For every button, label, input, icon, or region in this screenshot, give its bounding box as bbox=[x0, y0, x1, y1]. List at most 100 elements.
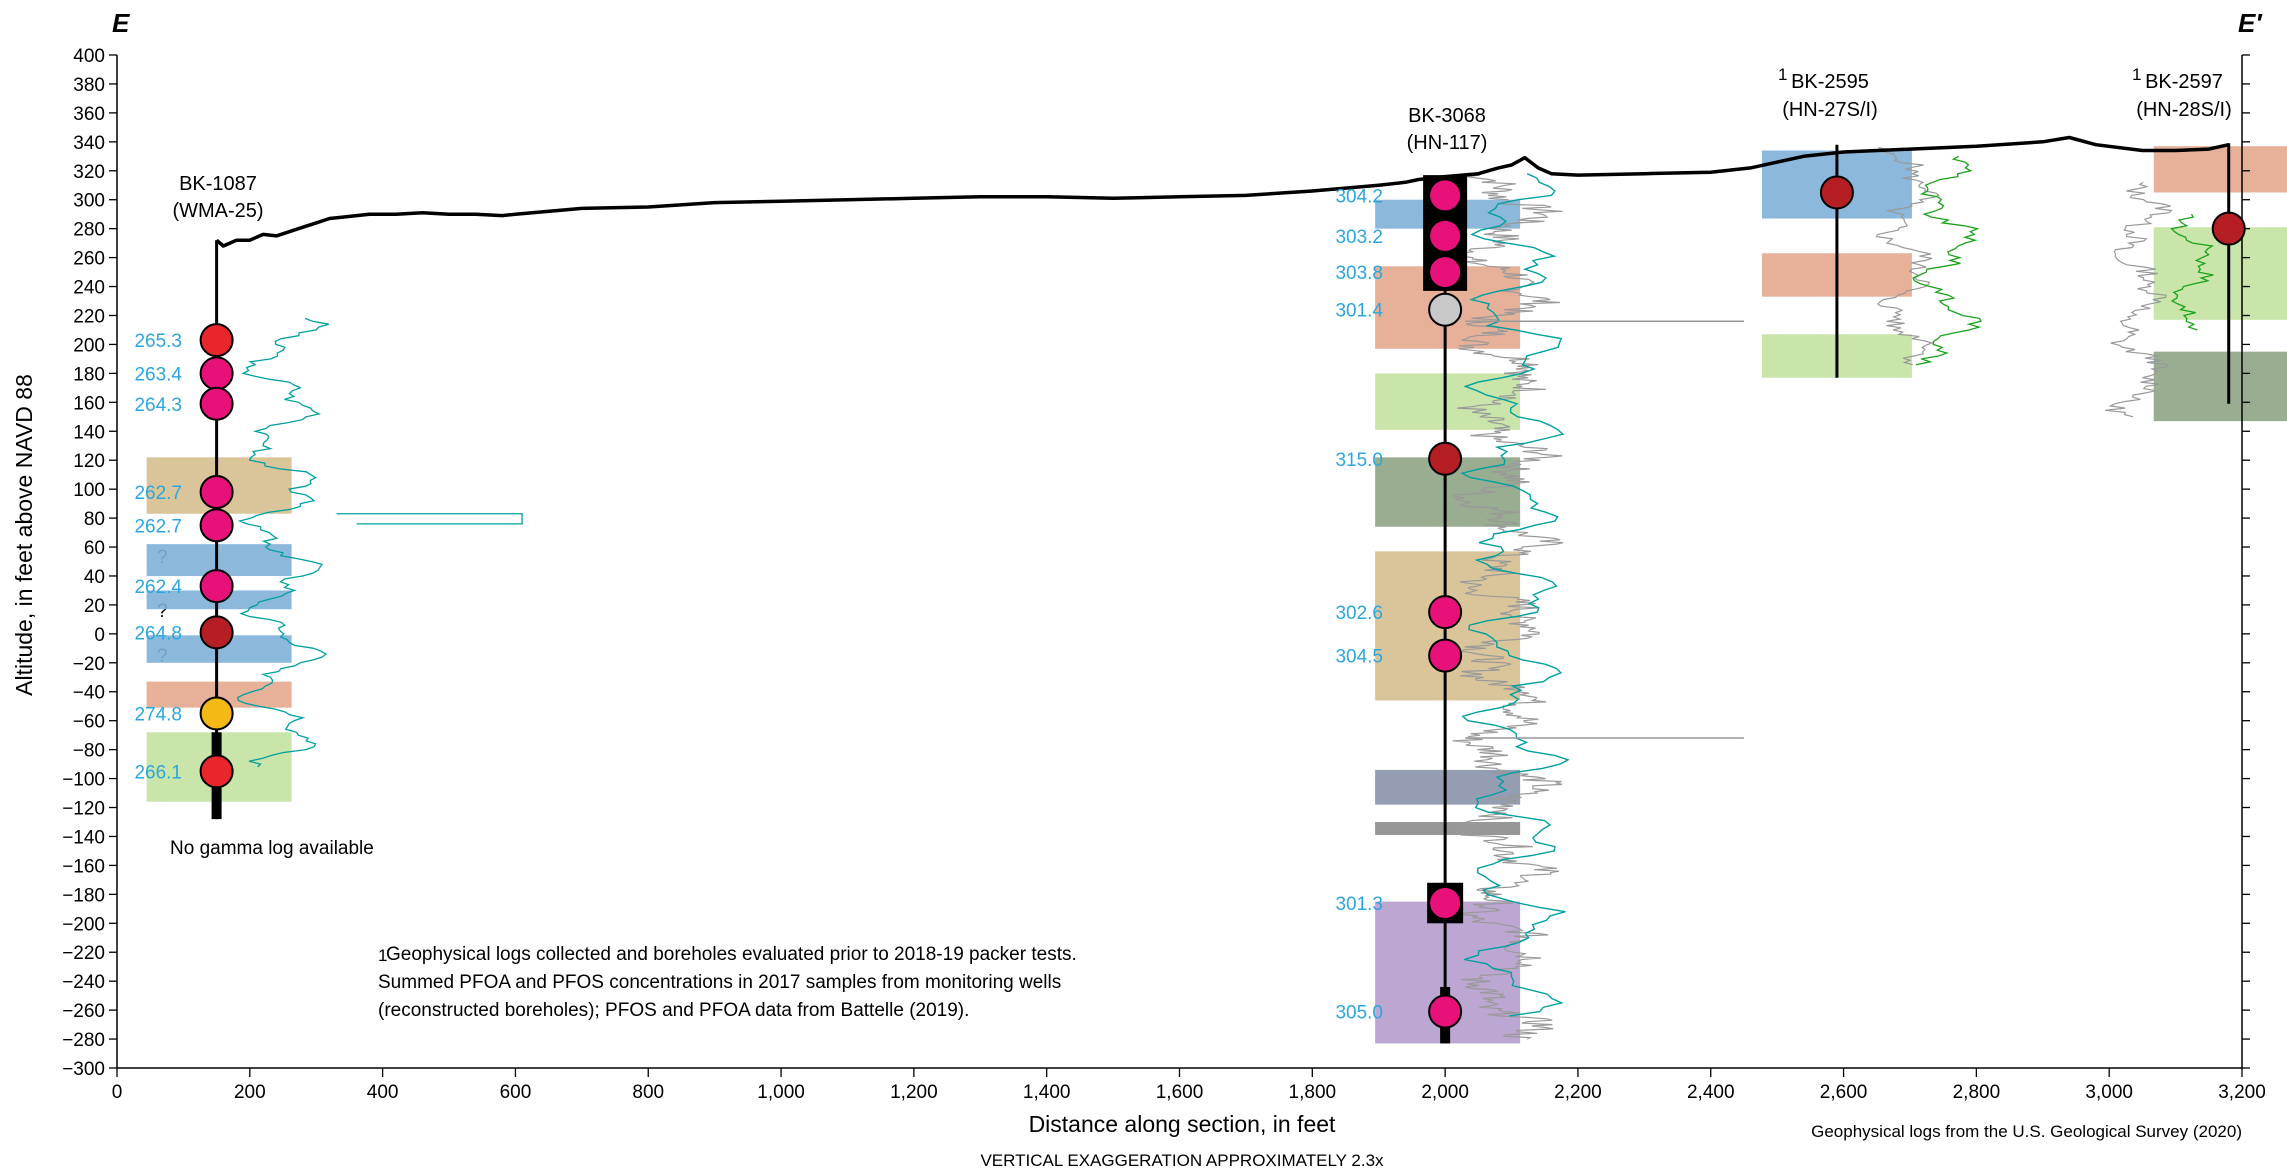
y-tick-label: 0 bbox=[94, 625, 105, 646]
concentration-label: 274.8 bbox=[134, 704, 182, 725]
x-tick-label: 600 bbox=[500, 1082, 532, 1103]
x-tick-label: 800 bbox=[632, 1082, 664, 1103]
borehole-name: BK-1087 bbox=[179, 173, 257, 195]
borehole-bk2597: 1 BK-2597 (HN-28S/I) bbox=[2132, 65, 2246, 404]
y-tick-label: 400 bbox=[73, 46, 105, 67]
concentration-label: 266.1 bbox=[134, 762, 182, 783]
concentration-label: 302.6 bbox=[1335, 603, 1383, 624]
boreholes-layer: BK-1087 (WMA-25) 265.3 263.4 264.3 262.7 262.7… bbox=[134, 65, 2246, 1044]
y-tick-label: −60 bbox=[73, 712, 105, 733]
x-tick-label: 1,400 bbox=[1023, 1082, 1071, 1103]
gray-log-bk2595 bbox=[1875, 147, 1941, 366]
sample-point bbox=[1428, 441, 1463, 476]
concentration-label: 264.8 bbox=[134, 623, 182, 644]
concentration-label: 262.7 bbox=[134, 516, 182, 537]
borehole-bk2595: 1 BK-2595 (HN-27S/I) bbox=[1778, 65, 1878, 378]
y-tick-label: 140 bbox=[73, 422, 105, 443]
y-tick-label: 40 bbox=[84, 567, 105, 588]
land-surface-line bbox=[215, 135, 2230, 248]
y-tick-label: 260 bbox=[73, 249, 105, 270]
x-tick-label: 2,600 bbox=[1820, 1082, 1868, 1103]
borehole-bk1087: BK-1087 (WMA-25) 265.3 263.4 264.3 262.7 262.7… bbox=[134, 173, 264, 820]
sample-point bbox=[2211, 211, 2246, 246]
x-tick-label: 200 bbox=[234, 1082, 266, 1103]
x-tick-label: 2,200 bbox=[1554, 1082, 1602, 1103]
y-tick-label: 320 bbox=[73, 162, 105, 183]
concentration-label: 303.8 bbox=[1335, 263, 1383, 284]
y-tick-label: −160 bbox=[62, 856, 105, 877]
concentration-label: 301.4 bbox=[1335, 301, 1383, 322]
y-tick-label: 180 bbox=[73, 364, 105, 385]
sample-point bbox=[199, 615, 234, 650]
footnote-line-2: Summed PFOA and PFOS concentrations in 2… bbox=[378, 972, 1061, 993]
borehole-bk3068: BK-3068 (HN-117) 304.2 303.2 303.8 301.4 315.0… bbox=[1335, 105, 1488, 1044]
y-tick-label: −40 bbox=[73, 683, 105, 704]
y-tick-label: −140 bbox=[62, 827, 105, 848]
y-tick-label: −240 bbox=[62, 972, 105, 993]
x-tick-label: 2,000 bbox=[1421, 1082, 1469, 1103]
y-tick-label: 380 bbox=[73, 75, 105, 96]
footnote-marker: 1 bbox=[1778, 65, 1787, 84]
y-tick-label: −20 bbox=[73, 654, 105, 675]
y-tick-label: 80 bbox=[84, 509, 105, 530]
section-label-right: E′ bbox=[2238, 8, 2263, 38]
footnote-marker: 1 bbox=[2132, 65, 2141, 84]
sample-point bbox=[1428, 178, 1463, 213]
x-tick-label: 1,600 bbox=[1156, 1082, 1204, 1103]
sample-point bbox=[1428, 994, 1463, 1029]
y-tick-label: 240 bbox=[73, 278, 105, 299]
sample-point bbox=[199, 323, 234, 358]
y-tick-label: 280 bbox=[73, 220, 105, 241]
x-tick-label: 1,000 bbox=[757, 1082, 805, 1103]
x-tick-label: 1,800 bbox=[1289, 1082, 1337, 1103]
footnote-line-1: Geophysical logs collected and boreholes… bbox=[386, 944, 1077, 965]
y-tick-label: 360 bbox=[73, 104, 105, 125]
sample-point bbox=[199, 754, 234, 789]
concentration-label: 263.4 bbox=[134, 364, 182, 385]
y-tick-label: 120 bbox=[73, 451, 105, 472]
sample-point bbox=[1428, 638, 1463, 673]
concentration-label: 304.2 bbox=[1335, 186, 1383, 207]
y-tick-label: 220 bbox=[73, 306, 105, 327]
sample-point bbox=[1428, 255, 1463, 290]
y-tick-label: −260 bbox=[62, 1001, 105, 1022]
y-tick-label: 100 bbox=[73, 480, 105, 501]
borehole-alias: (HN-117) bbox=[1407, 132, 1488, 154]
y-tick-label: −100 bbox=[62, 770, 105, 791]
y-tick-label: −120 bbox=[62, 799, 105, 820]
concentration-label: 262.7 bbox=[134, 483, 182, 504]
sample-point bbox=[1428, 595, 1463, 630]
footnote-line-3: (reconstructed boreholes); PFOS and PFOA… bbox=[378, 1000, 969, 1021]
sample-point bbox=[1428, 886, 1463, 921]
gray-log-bk2597 bbox=[2105, 181, 2173, 418]
concentration-label: 265.3 bbox=[134, 331, 182, 352]
y-tick-label: −300 bbox=[62, 1059, 105, 1080]
y-tick-label: 20 bbox=[84, 596, 105, 617]
sample-point bbox=[199, 696, 234, 731]
sample-point bbox=[1428, 218, 1463, 253]
geophysical-logs-layer bbox=[237, 147, 2215, 1040]
concentration-label: 304.5 bbox=[1335, 647, 1383, 668]
y-tick-label: 60 bbox=[84, 538, 105, 559]
y-tick-label: 300 bbox=[73, 191, 105, 212]
borehole-name: BK-3068 bbox=[1408, 105, 1486, 127]
vertical-exaggeration-note: VERTICAL EXAGGERATION APPROXIMATELY 2.3x bbox=[980, 1151, 1384, 1170]
y-tick-label: −80 bbox=[73, 741, 105, 762]
source-note: Geophysical logs from the U.S. Geologica… bbox=[1811, 1122, 2242, 1141]
x-tick-label: 400 bbox=[367, 1082, 399, 1103]
y-tick-label: −180 bbox=[62, 885, 105, 906]
y-tick-label: 160 bbox=[73, 393, 105, 414]
zone-darkgreen bbox=[2153, 351, 2287, 422]
x-tick-label: 0 bbox=[112, 1082, 123, 1103]
y-tick-label: −200 bbox=[62, 914, 105, 935]
y-tick-label: −220 bbox=[62, 943, 105, 964]
section-label-left: E bbox=[112, 8, 130, 38]
x-tick-label: 1,200 bbox=[890, 1082, 938, 1103]
zone-orange bbox=[2153, 146, 2287, 193]
y-tick-label: 200 bbox=[73, 335, 105, 356]
green-log-bk2597 bbox=[2170, 213, 2215, 331]
concentration-label: 303.2 bbox=[1335, 227, 1383, 248]
x-tick-label: 3,000 bbox=[2085, 1082, 2133, 1103]
sample-point bbox=[199, 356, 234, 391]
